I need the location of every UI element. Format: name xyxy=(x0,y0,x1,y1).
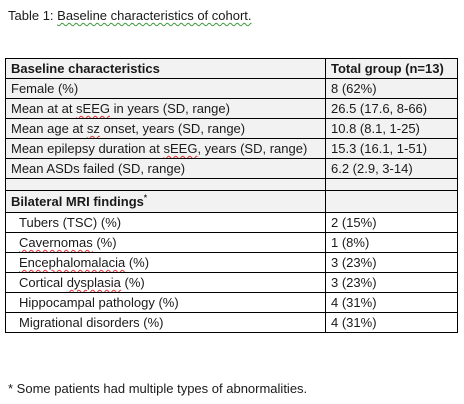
row-label: Mean ASDs failed (SD, range) xyxy=(5,158,326,179)
footnote-marker: * xyxy=(143,193,148,203)
row-value: 15.3 (16.1, 1-51) xyxy=(325,138,458,159)
row-label: Tubers (TSC) (%) xyxy=(5,212,326,233)
row-label: Mean age at sz onset, years (SD, range) xyxy=(5,118,326,139)
table-row: Mean ASDs failed (SD, range) 6.2 (2.9, 3… xyxy=(5,158,458,179)
section-label: Bilateral MRI findings* xyxy=(5,190,326,213)
row-value: 8 (62%) xyxy=(325,78,458,99)
row-value: 1 (8%) xyxy=(325,232,458,253)
spacer-row xyxy=(5,178,458,191)
section-value-cell xyxy=(325,190,458,213)
row-value: 2 (15%) xyxy=(325,212,458,233)
row-value: 10.8 (8.1, 1-25) xyxy=(325,118,458,139)
table-row: Migrational disorders (%) 4 (31%) xyxy=(5,312,458,333)
table-row: Female (%) 8 (62%) xyxy=(5,78,458,99)
header-total-group: Total group (n=13) xyxy=(325,58,458,79)
row-value: 4 (31%) xyxy=(325,292,458,313)
table-row: Tubers (TSC) (%) 2 (15%) xyxy=(5,212,458,233)
table-row: Mean age at sz onset, years (SD, range) … xyxy=(5,118,458,139)
table-row: Encephalomalacia (%) 3 (23%) xyxy=(5,252,458,273)
row-label: Mean at at sEEG in years (SD, range) xyxy=(5,98,326,119)
row-label: Hippocampal pathology (%) xyxy=(5,292,326,313)
table-row: Hippocampal pathology (%) 4 (31%) xyxy=(5,292,458,313)
row-label: Migrational disorders (%) xyxy=(5,312,326,333)
row-value: 6.2 (2.9, 3-14) xyxy=(325,158,458,179)
row-label: Encephalomalacia (%) xyxy=(5,252,326,273)
spacer-cell xyxy=(5,178,326,191)
spacer-cell xyxy=(325,178,458,191)
row-label: Cortical dysplasia (%) xyxy=(5,272,326,293)
row-value: 4 (31%) xyxy=(325,312,458,333)
row-value: 3 (23%) xyxy=(325,252,458,273)
footnote: * Some patients had multiple types of ab… xyxy=(8,381,308,396)
caption-text: Baseline characteristics of cohort. xyxy=(57,8,252,23)
table-caption: Table 1: Baseline characteristics of coh… xyxy=(8,8,252,23)
row-label: Mean epilepsy duration at sEEG, years (S… xyxy=(5,138,326,159)
row-value: 3 (23%) xyxy=(325,272,458,293)
table-row: Cavernomas (%) 1 (8%) xyxy=(5,232,458,253)
table-row: Mean epilepsy duration at sEEG, years (S… xyxy=(5,138,458,159)
row-value: 26.5 (17.6, 8-66) xyxy=(325,98,458,119)
table-header-row: Baseline characteristics Total group (n=… xyxy=(5,58,458,79)
row-label: Cavernomas (%) xyxy=(5,232,326,253)
table-row: Mean at at sEEG in years (SD, range) 26.… xyxy=(5,98,458,119)
row-label: Female (%) xyxy=(5,78,326,99)
header-baseline-characteristics: Baseline characteristics xyxy=(5,58,326,79)
section-header-row: Bilateral MRI findings* xyxy=(5,190,458,213)
caption-prefix: Table 1: xyxy=(8,8,58,23)
cohort-table: Baseline characteristics Total group (n=… xyxy=(5,58,458,333)
table-row: Cortical dysplasia (%) 3 (23%) xyxy=(5,272,458,293)
